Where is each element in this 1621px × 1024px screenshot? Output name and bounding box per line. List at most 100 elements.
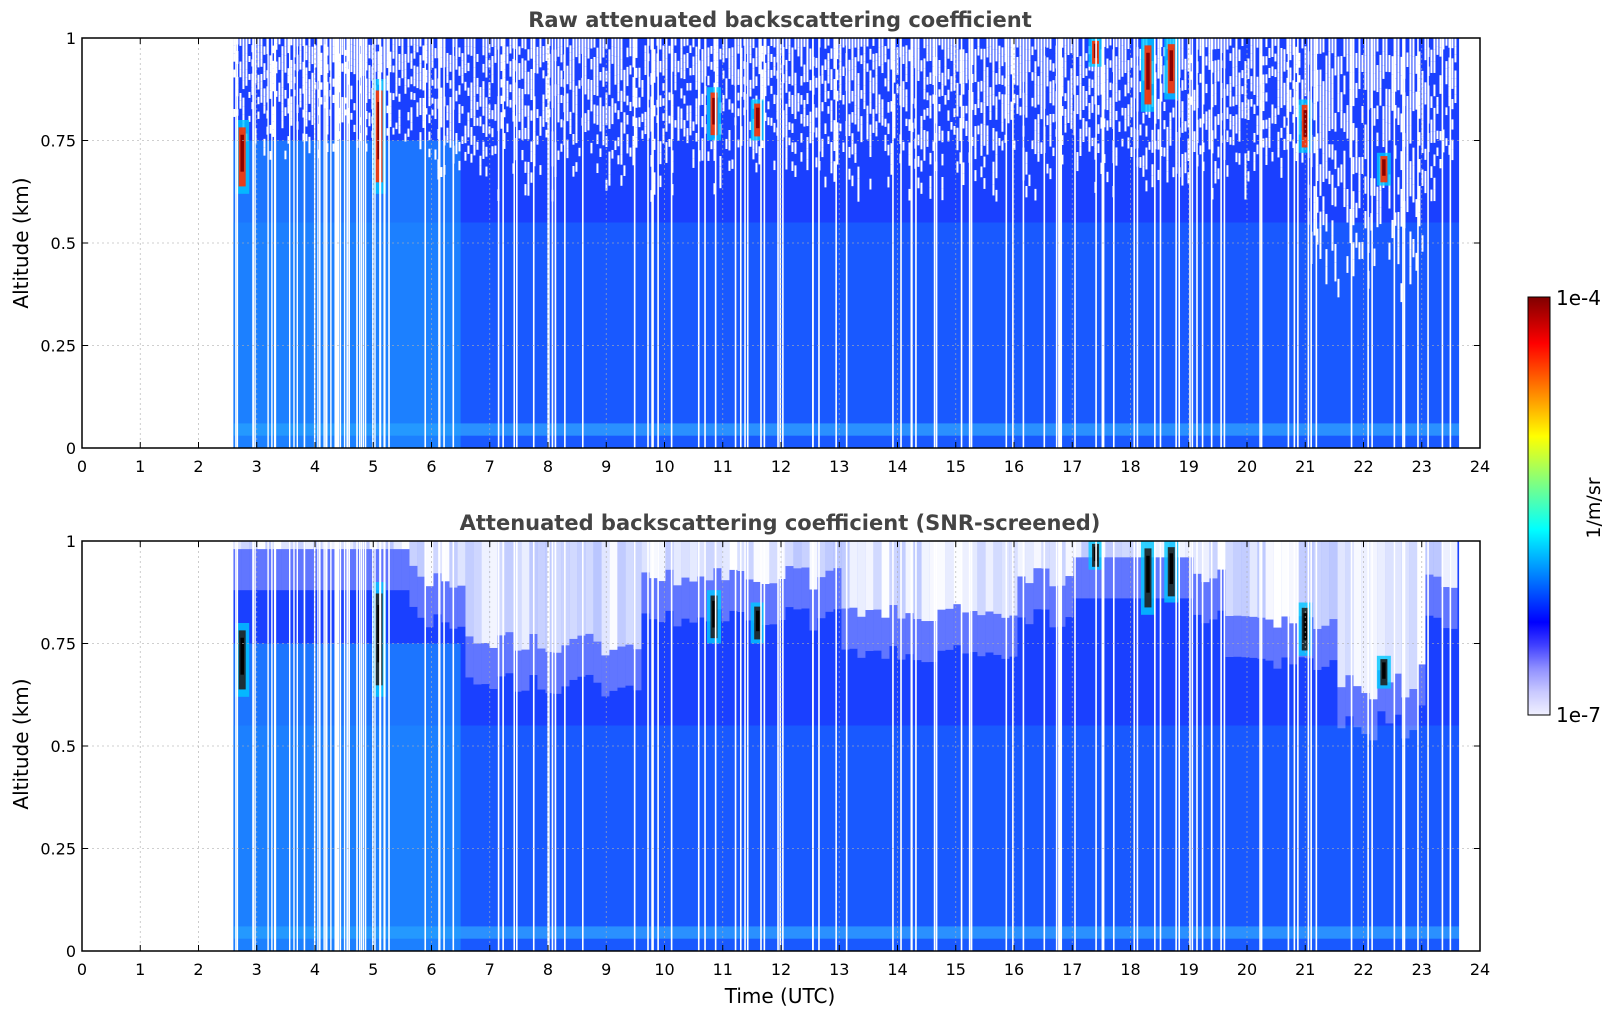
noise-speck bbox=[878, 94, 881, 104]
noise-speck bbox=[680, 108, 683, 119]
noise-speck bbox=[671, 60, 674, 72]
noise-speck bbox=[428, 38, 431, 47]
noise-speck bbox=[695, 115, 698, 125]
noise-speck bbox=[1160, 83, 1163, 93]
noise-speck bbox=[905, 67, 908, 75]
noise-speck bbox=[758, 146, 761, 156]
noise-speck bbox=[488, 126, 491, 134]
x-tick-label: 5 bbox=[368, 457, 378, 476]
noise-speck bbox=[809, 80, 812, 91]
screened-region bbox=[465, 541, 474, 637]
noise-speck bbox=[737, 77, 740, 85]
noise-speck bbox=[1070, 91, 1073, 99]
noise-speck bbox=[689, 67, 692, 76]
noise-speck bbox=[500, 120, 503, 129]
noise-speck bbox=[1391, 74, 1394, 93]
noise-speck bbox=[428, 114, 431, 124]
noise-speck bbox=[302, 38, 305, 46]
noise-speck bbox=[1091, 137, 1094, 147]
noise-speck bbox=[848, 92, 851, 104]
noise-speck bbox=[395, 77, 398, 84]
noise-speck bbox=[722, 46, 725, 55]
noise-speck bbox=[1415, 55, 1418, 74]
noise-speck bbox=[665, 90, 668, 101]
noise-speck bbox=[467, 112, 470, 121]
noise-speck bbox=[1226, 38, 1229, 50]
noise-speck bbox=[605, 136, 608, 148]
missing-profile bbox=[254, 38, 256, 448]
noise-speck bbox=[1076, 38, 1079, 48]
noise-speck bbox=[311, 46, 314, 56]
screened-fade bbox=[441, 581, 450, 623]
screened-fade bbox=[657, 581, 666, 623]
noise-speck bbox=[1214, 116, 1217, 128]
noise-speck bbox=[368, 78, 371, 86]
noise-speck bbox=[464, 38, 467, 47]
noise-speck bbox=[815, 157, 818, 168]
x-tick-label: 6 bbox=[426, 457, 436, 476]
noise-speck bbox=[881, 64, 884, 74]
noise-speck bbox=[1076, 95, 1079, 105]
screened-region bbox=[1369, 541, 1378, 700]
noise-speck bbox=[1157, 58, 1160, 69]
noise-speck bbox=[857, 84, 860, 97]
noise-speck bbox=[1298, 52, 1301, 61]
noise-speck bbox=[263, 96, 266, 106]
noise-speck bbox=[1217, 114, 1220, 125]
noise-speck bbox=[716, 52, 719, 61]
noise-speck bbox=[1289, 38, 1292, 46]
noise-speck bbox=[1448, 67, 1451, 77]
noise-speck bbox=[1007, 75, 1010, 86]
noise-speck bbox=[1292, 38, 1295, 47]
screened-fade bbox=[505, 632, 514, 674]
noise-speck bbox=[338, 84, 341, 93]
noise-speck bbox=[587, 79, 590, 90]
noise-speck bbox=[485, 47, 488, 58]
noise-speck bbox=[1106, 58, 1109, 69]
noise-speck bbox=[635, 87, 638, 98]
noise-speck bbox=[584, 38, 587, 48]
missing-profile bbox=[763, 38, 766, 448]
noise-speck bbox=[1346, 189, 1349, 206]
screened-region bbox=[569, 541, 578, 639]
missing-profile bbox=[670, 541, 673, 951]
screened-region bbox=[753, 541, 762, 582]
noise-speck bbox=[1088, 111, 1091, 120]
noise-speck bbox=[851, 112, 854, 123]
noise-speck bbox=[1028, 174, 1031, 187]
noise-speck bbox=[1268, 117, 1271, 128]
noise-speck bbox=[1001, 94, 1004, 104]
screened-region bbox=[633, 541, 642, 650]
screened-fade bbox=[681, 577, 690, 619]
missing-profile bbox=[513, 541, 516, 951]
screened-region bbox=[577, 541, 586, 636]
noise-speck bbox=[974, 49, 977, 61]
noise-speck bbox=[599, 46, 602, 55]
noise-speck bbox=[785, 59, 788, 71]
noise-speck bbox=[284, 89, 287, 99]
cloud-peak bbox=[240, 637, 244, 675]
noise-speck bbox=[1343, 38, 1346, 57]
noise-speck bbox=[875, 128, 878, 137]
screened-region bbox=[601, 541, 610, 656]
noise-speck bbox=[785, 103, 788, 115]
noise-speck bbox=[1301, 89, 1304, 101]
noise-speck bbox=[821, 74, 824, 84]
noise-speck bbox=[1433, 119, 1436, 132]
noise-speck bbox=[953, 46, 956, 56]
noise-speck bbox=[518, 46, 521, 55]
noise-speck bbox=[833, 171, 836, 182]
noise-speck bbox=[971, 136, 974, 146]
noise-speck bbox=[947, 131, 950, 142]
noise-speck bbox=[1286, 77, 1289, 86]
noise-speck bbox=[434, 78, 437, 89]
noise-speck bbox=[857, 96, 860, 109]
noise-speck bbox=[308, 79, 311, 88]
noise-speck bbox=[923, 130, 926, 141]
noise-speck bbox=[1283, 94, 1286, 106]
noise-speck bbox=[1388, 55, 1391, 73]
missing-profile bbox=[325, 38, 327, 448]
noise-speck bbox=[608, 72, 611, 84]
noise-speck bbox=[1007, 104, 1010, 114]
noise-speck bbox=[1244, 95, 1247, 108]
